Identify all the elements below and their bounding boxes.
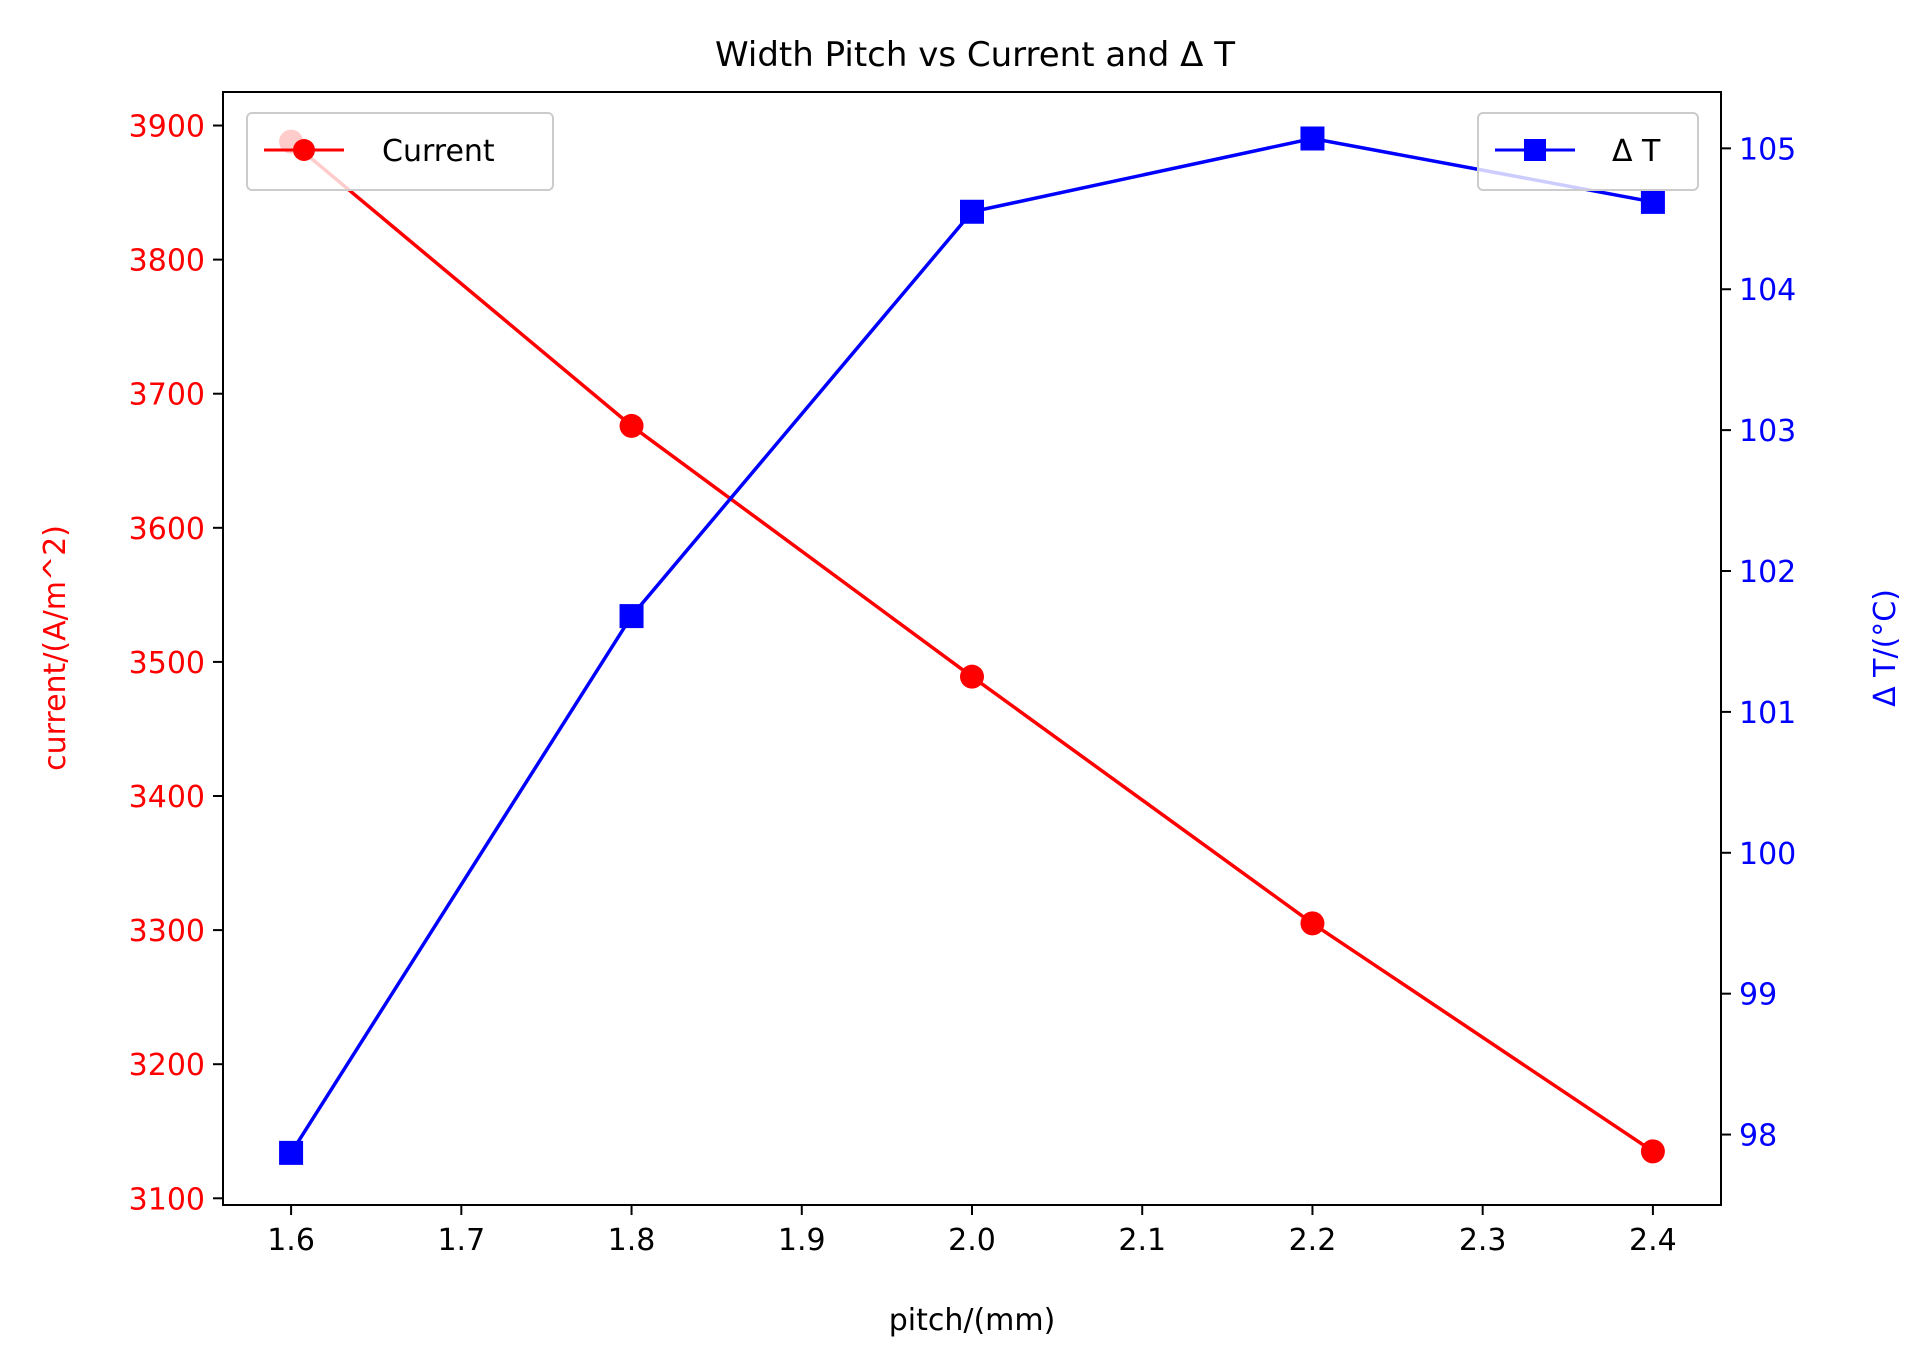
legend-delta-t-marker <box>1524 139 1546 161</box>
y-right-axis-label: Δ T/(°C) <box>1868 589 1903 707</box>
y-left-tick-label: 3100 <box>129 1182 205 1217</box>
series-current-point <box>1300 911 1325 936</box>
y-left-tick-label: 3700 <box>129 378 205 413</box>
x-tick-label: 2.3 <box>1459 1223 1507 1258</box>
series-current-line <box>289 140 1654 1153</box>
x-tick-label: 2.4 <box>1629 1223 1677 1258</box>
series-delta-t-point <box>1300 126 1325 151</box>
y-left-tick-label: 3300 <box>129 914 205 949</box>
x-tick-label: 1.8 <box>608 1223 656 1258</box>
legend-delta-t: Δ T <box>1477 112 1699 191</box>
x-tick-label: 1.6 <box>267 1223 315 1258</box>
y-right-tick-label: 99 <box>1739 978 1777 1013</box>
series-delta-t-point <box>960 199 984 224</box>
y-left-tick-label: 3400 <box>129 780 205 815</box>
series-current-point <box>619 413 644 438</box>
chart-title: Width Pitch vs Current and Δ T <box>715 35 1235 75</box>
y-left-axis-label: current/(A/m^2) <box>38 525 73 771</box>
plot-area-frame <box>222 91 1722 1206</box>
y-left-axis-ticks: 3100 3200 3300 3400 3500 3600 3700 3800 3900 <box>129 110 223 1217</box>
y-left-tick-label: 3900 <box>129 110 205 145</box>
series-layer <box>279 126 1665 1165</box>
series-delta-t-point <box>1640 189 1665 214</box>
x-tick-label: 2.0 <box>948 1223 996 1258</box>
series-delta-t-line <box>289 136 1654 1154</box>
y-right-axis-ticks: 98 99 100 101 102 103 104 105 <box>1721 132 1796 1154</box>
x-axis-ticks: 1.6 1.7 1.8 1.9 2.0 2.1 2.2 2.3 2.4 <box>267 1205 1677 1258</box>
y-right-tick-label: 103 <box>1739 414 1796 449</box>
y-right-tick-label: 104 <box>1739 273 1796 308</box>
x-tick-label: 1.9 <box>778 1223 826 1258</box>
x-axis-label: pitch/(mm) <box>889 1303 1056 1338</box>
legend-current-marker <box>293 139 315 161</box>
legend-current: Current <box>246 112 554 191</box>
y-left-tick-label: 3200 <box>129 1048 205 1083</box>
y-right-tick-label: 102 <box>1739 555 1796 590</box>
y-right-tick-label: 101 <box>1739 696 1796 731</box>
x-tick-label: 2.2 <box>1289 1223 1337 1258</box>
legend-delta-t-label: Δ T <box>1612 134 1661 169</box>
y-right-tick-label: 100 <box>1739 837 1796 872</box>
y-right-tick-label: 105 <box>1739 132 1796 167</box>
x-tick-label: 2.1 <box>1118 1223 1166 1258</box>
series-delta-t-point <box>279 1140 304 1165</box>
legend-current-label: Current <box>382 134 495 169</box>
x-tick-label: 1.7 <box>437 1223 485 1258</box>
series-delta-t-point <box>619 604 644 629</box>
series-current-point <box>1640 1139 1665 1164</box>
y-right-tick-label: 98 <box>1739 1119 1777 1154</box>
series-current-point <box>960 664 984 689</box>
y-left-tick-label: 3600 <box>129 512 205 547</box>
y-left-tick-label: 3500 <box>129 646 205 681</box>
legend-current-box <box>246 112 554 191</box>
legend-delta-t-box <box>1477 112 1699 191</box>
y-left-tick-label: 3800 <box>129 244 205 279</box>
